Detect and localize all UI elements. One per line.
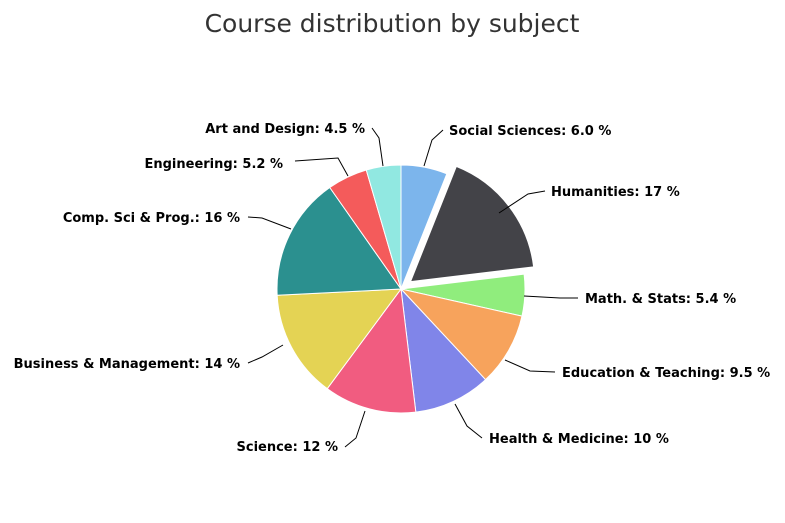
pie-slice-education-teaching[interactable] <box>400 288 523 381</box>
data-label-education-teaching: Education & Teaching: 9.5 % <box>562 366 770 381</box>
connector-business-management <box>247 344 284 364</box>
data-label-health-medicine: Health & Medicine: 10 % <box>489 432 669 447</box>
pie-slice-art-and-design[interactable] <box>365 164 402 290</box>
connector-education-teaching <box>504 359 556 373</box>
data-label-math-stats: Math. & Stats: 5.4 % <box>585 292 736 307</box>
connector-science <box>344 410 366 448</box>
data-label-engineering: Engineering: 5.2 % <box>144 157 283 172</box>
data-label-science: Science: 12 % <box>237 440 339 455</box>
connector-engineering <box>294 157 349 177</box>
pie-slice-comp-sci-prog[interactable] <box>276 187 402 296</box>
data-label-comp-sci-prog: Comp. Sci & Prog.: 16 % <box>63 211 240 226</box>
pie-slice-health-medicine[interactable] <box>400 288 487 413</box>
connector-humanities <box>498 190 546 214</box>
pie-slice-science[interactable] <box>326 288 417 414</box>
label-connectors <box>247 127 578 448</box>
connector-health-medicine <box>454 403 483 439</box>
data-label-business-management: Business & Management: 14 % <box>14 357 240 372</box>
connector-comp-sci-prog <box>247 216 292 230</box>
connector-art-and-design <box>371 127 384 167</box>
data-label-social-sciences: Social Sciences: 6.0 % <box>449 124 611 139</box>
chart-title: Course distribution by subject <box>205 9 580 38</box>
data-label-humanities: Humanities: 17 % <box>551 185 680 200</box>
connector-math-stats <box>523 295 578 299</box>
connector-social-sciences <box>423 129 444 167</box>
pie-slice-business-management[interactable] <box>276 288 402 390</box>
pie-slices <box>276 164 535 414</box>
data-labels: Social Sciences: 6.0 % Humanities: 17 % Ma… <box>14 122 771 455</box>
data-label-art-and-design: Art and Design: 4.5 % <box>205 122 365 137</box>
